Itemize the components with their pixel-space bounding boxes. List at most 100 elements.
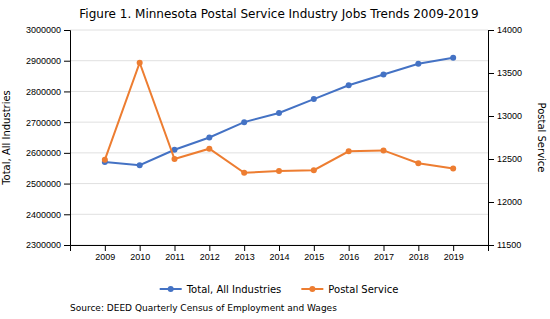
tick: 2600000 xyxy=(26,148,70,158)
tick: 2014 xyxy=(269,245,289,262)
plot-area: 2009201020112012201320142015201620172018… xyxy=(1,25,547,262)
tick-label: 2300000 xyxy=(26,240,61,250)
point xyxy=(102,157,108,163)
legend-label: Postal Service xyxy=(328,284,398,295)
tick-label: 2019 xyxy=(444,252,464,262)
point xyxy=(415,160,421,166)
grid-line xyxy=(70,30,488,31)
tick: 3000000 xyxy=(26,25,70,35)
tick-label: 2009 xyxy=(95,252,115,262)
point xyxy=(206,146,212,152)
point xyxy=(241,119,247,125)
point xyxy=(381,72,387,78)
legend-label: Total, All Industries xyxy=(186,284,282,295)
series-line xyxy=(105,63,453,173)
grid xyxy=(70,30,488,245)
point xyxy=(206,135,212,141)
tick: 2013 xyxy=(235,245,255,262)
tick: 2700000 xyxy=(26,118,70,128)
tick: 2015 xyxy=(304,245,324,262)
tick: 2017 xyxy=(374,245,394,262)
tick-mark xyxy=(488,245,494,246)
tick-label: 2500000 xyxy=(26,179,61,189)
tick-mark xyxy=(64,153,70,154)
tick-label: 2700000 xyxy=(26,118,61,128)
tick-mark xyxy=(64,61,70,62)
grid-line xyxy=(70,214,488,215)
legend: Total, All Industries Postal Service xyxy=(160,284,399,295)
tick-mark xyxy=(488,116,494,117)
tick-label: 14000 xyxy=(497,25,522,35)
chart: 2009201020112012201320142015201620172018… xyxy=(0,0,550,319)
point xyxy=(381,147,387,153)
tick: 2012 xyxy=(200,245,220,262)
y-axis-title: Total, All Industries xyxy=(1,90,12,186)
tick: 14000 xyxy=(488,25,522,35)
tick-label: 12500 xyxy=(497,154,522,164)
tick-mark xyxy=(244,245,245,251)
tick-label: 2010 xyxy=(130,252,150,262)
tick-mark xyxy=(418,245,419,251)
tick-label: 2011 xyxy=(165,252,184,262)
tick-label: 11500 xyxy=(497,240,521,250)
tick-label: 2012 xyxy=(200,252,220,262)
tick-label: 13000 xyxy=(497,111,522,121)
tick: 2900000 xyxy=(26,56,70,66)
tick: 12500 xyxy=(488,154,522,164)
point xyxy=(276,110,282,116)
tick-mark xyxy=(140,245,141,251)
axis-line xyxy=(71,246,489,252)
legend-marker xyxy=(168,286,174,292)
grid-line xyxy=(70,60,488,61)
tick-mark xyxy=(488,159,494,160)
tick: 2400000 xyxy=(26,210,70,220)
tick-mark xyxy=(209,245,210,251)
point xyxy=(276,168,282,174)
tick-mark xyxy=(488,30,494,31)
tick-label: 2016 xyxy=(339,252,359,262)
tick-mark xyxy=(105,245,106,251)
legend-marker xyxy=(309,286,315,292)
point xyxy=(415,61,421,67)
tick-label: 2400000 xyxy=(26,210,61,220)
legend-item: Total, All Industries xyxy=(160,284,282,295)
grid-line xyxy=(70,183,488,184)
tick-mark xyxy=(64,30,70,31)
grid-line xyxy=(70,152,488,153)
tick: 13500 xyxy=(488,68,522,78)
axis-line xyxy=(64,31,71,246)
tick-label: 2800000 xyxy=(26,87,61,97)
tick-label: 2900000 xyxy=(26,56,61,66)
y2-axis-title: Postal Service xyxy=(536,103,547,173)
tick: 2300000 xyxy=(26,240,70,250)
tick: 11500 xyxy=(488,240,521,250)
tick-label: 3000000 xyxy=(26,25,61,35)
point xyxy=(450,165,456,171)
y-axis: 2300000 2400000 2500000 2600000 2700000 28000… xyxy=(26,25,71,250)
tick-mark xyxy=(349,245,350,251)
tick-mark xyxy=(64,91,70,92)
tick: 2011 xyxy=(165,245,184,262)
tick-mark xyxy=(279,245,280,251)
tick-label: 12000 xyxy=(497,197,522,207)
point xyxy=(172,156,178,162)
tick-label: 2600000 xyxy=(26,148,61,158)
tick: 12000 xyxy=(488,197,522,207)
tick: 2019 xyxy=(444,245,464,262)
legend-item: Postal Service xyxy=(301,284,398,295)
chart-title: Figure 1. Minnesota Postal Service Indus… xyxy=(79,7,478,21)
tick-mark xyxy=(488,202,494,203)
point xyxy=(137,162,143,168)
tick: 2016 xyxy=(339,245,359,262)
tick-label: 13500 xyxy=(497,68,522,78)
y2-axis: 11500 12000 12500 13000 13500 14000 xyxy=(488,25,522,250)
tick-label: 2017 xyxy=(374,252,394,262)
tick: 13000 xyxy=(488,111,522,121)
point xyxy=(311,167,317,173)
annotation: Source: DEED Quarterly Census of Employm… xyxy=(70,303,337,313)
point xyxy=(346,82,352,88)
point xyxy=(450,55,456,61)
tick-label: 2014 xyxy=(269,252,289,262)
tick-mark xyxy=(384,245,385,251)
tick-mark xyxy=(64,245,70,246)
